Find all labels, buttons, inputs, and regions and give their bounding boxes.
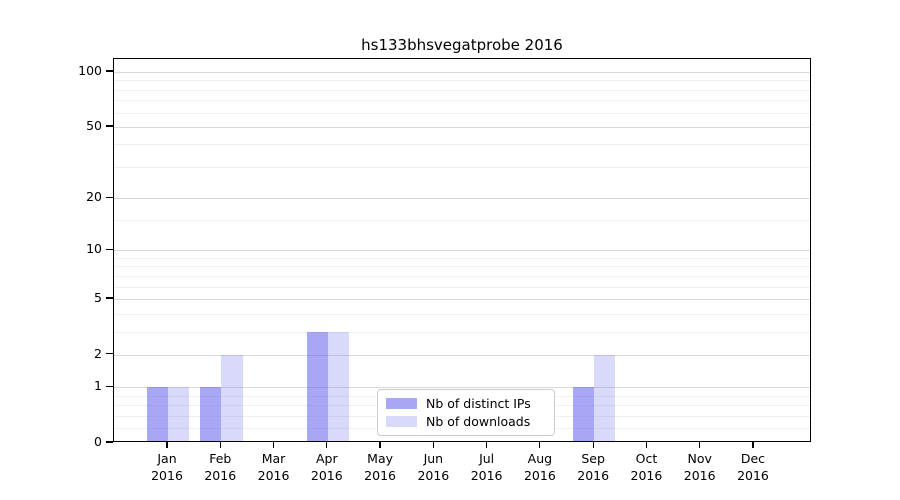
x-tick bbox=[272, 442, 275, 448]
x-tick-label-mar: Mar 2016 bbox=[257, 451, 290, 483]
y-tick-label: 5 bbox=[94, 289, 102, 305]
x-tick-label-may: May 2016 bbox=[364, 451, 396, 483]
plot-area bbox=[113, 58, 811, 442]
gridline-major bbox=[114, 387, 810, 389]
gridline-minor bbox=[114, 112, 810, 114]
y-tick bbox=[106, 70, 113, 72]
gridline-minor bbox=[114, 89, 810, 91]
legend-label-downloads: Nb of downloads bbox=[426, 413, 531, 429]
x-tick-label-feb: Feb 2016 bbox=[204, 451, 237, 483]
x-tick-label-apr: Apr 2016 bbox=[310, 451, 343, 483]
gridline-minor bbox=[114, 266, 810, 268]
chart-title: hs133bhsvegatprobe 2016 bbox=[361, 36, 563, 54]
x-tick bbox=[326, 442, 328, 448]
x-tick bbox=[539, 442, 541, 448]
y-tick bbox=[106, 441, 113, 443]
gridline-minor bbox=[114, 275, 810, 277]
y-tick bbox=[106, 297, 113, 299]
gridline-minor bbox=[114, 331, 810, 333]
y-tick-label: 50 bbox=[86, 117, 102, 133]
x-tick-label-nov: Nov 2016 bbox=[683, 451, 716, 483]
bar-downloads-sep bbox=[594, 354, 616, 441]
x-tick-label-oct: Oct 2016 bbox=[630, 451, 663, 483]
y-tick-label: 10 bbox=[86, 241, 102, 257]
y-tick-label: 1 bbox=[94, 378, 102, 394]
x-tick-label-aug: Aug 2016 bbox=[523, 451, 556, 483]
gridline-minor bbox=[114, 286, 810, 288]
x-tick bbox=[219, 442, 221, 448]
y-tick-label: 20 bbox=[86, 189, 102, 205]
gridline-major bbox=[114, 126, 810, 128]
gridline-major bbox=[114, 72, 810, 73]
legend-label-distinct-ips: Nb of distinct IPs bbox=[426, 396, 531, 412]
gridline-minor bbox=[114, 144, 810, 146]
y-tick bbox=[106, 385, 113, 387]
legend-item-downloads: Nb of downloads bbox=[386, 414, 546, 429]
y-tick bbox=[106, 196, 113, 198]
legend-swatch-downloads bbox=[386, 415, 417, 427]
bar-distinct-ips-feb bbox=[199, 387, 222, 441]
gridline-major bbox=[114, 354, 810, 356]
legend: Nb of distinct IPs Nb of downloads bbox=[377, 389, 555, 436]
x-tick bbox=[592, 442, 594, 448]
gridline-minor bbox=[114, 100, 810, 102]
gridline-major bbox=[114, 298, 810, 300]
bar-downloads-apr bbox=[327, 331, 350, 441]
legend-item-distinct-ips: Nb of distinct IPs bbox=[386, 396, 546, 411]
bar-distinct-ips-jan bbox=[146, 387, 168, 441]
bar-downloads-feb bbox=[221, 354, 243, 441]
x-tick-label-dec: Dec 2016 bbox=[737, 451, 769, 483]
legend-swatch-distinct-ips bbox=[386, 398, 417, 410]
x-tick bbox=[486, 442, 488, 448]
gridline-major bbox=[114, 198, 810, 200]
x-tick bbox=[379, 442, 381, 448]
gridline-minor bbox=[114, 166, 810, 168]
x-tick bbox=[166, 442, 168, 448]
y-tick bbox=[106, 353, 113, 355]
x-tick-label-jul: Jul 2016 bbox=[470, 451, 503, 483]
y-tick-label: 0 bbox=[94, 434, 102, 449]
x-tick bbox=[699, 442, 701, 448]
x-tick-label-jan: Jan 2016 bbox=[151, 451, 183, 483]
gridline-minor bbox=[114, 220, 810, 222]
gridline-minor bbox=[114, 80, 810, 82]
gridline-minor bbox=[114, 257, 810, 259]
x-tick-label-jun: Jun 2016 bbox=[417, 451, 450, 483]
y-tick bbox=[106, 125, 113, 127]
x-tick bbox=[432, 442, 434, 448]
y-tick-label: 100 bbox=[78, 63, 102, 78]
bar-downloads-jan bbox=[168, 387, 190, 441]
bar-distinct-ips-sep bbox=[572, 387, 595, 441]
bar-distinct-ips-apr bbox=[306, 331, 328, 441]
y-tick-label: 2 bbox=[94, 345, 102, 361]
gridline-major bbox=[114, 250, 810, 252]
gridline-minor bbox=[114, 313, 810, 315]
x-tick bbox=[752, 442, 754, 448]
x-tick-label-sep: Sep 2016 bbox=[577, 451, 610, 483]
x-tick bbox=[645, 442, 648, 448]
y-tick bbox=[106, 248, 113, 250]
